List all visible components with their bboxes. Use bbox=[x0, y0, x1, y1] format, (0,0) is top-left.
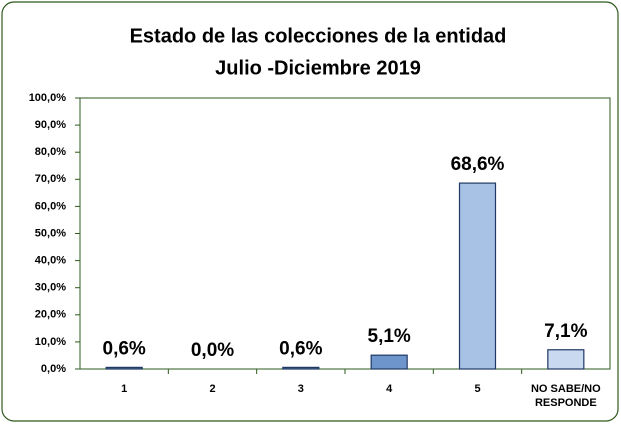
y-tick-label: 10,0% bbox=[35, 336, 66, 348]
x-tick-label: 1 bbox=[121, 383, 128, 395]
y-tick-label: 0,0% bbox=[41, 363, 66, 375]
y-tick-label: 100,0% bbox=[29, 92, 67, 104]
bar bbox=[105, 366, 143, 370]
value-label: 68,6% bbox=[451, 154, 505, 175]
chart-subtitle: Julio -Diciembre 2019 bbox=[215, 57, 421, 79]
value-label: 0,6% bbox=[103, 338, 146, 359]
value-label: 7,1% bbox=[544, 321, 587, 342]
y-tick-label: 80,0% bbox=[35, 146, 66, 158]
y-tick-label: 40,0% bbox=[35, 255, 66, 267]
bar bbox=[458, 182, 497, 370]
value-label: 0,6% bbox=[279, 338, 322, 359]
x-tick-label: 4 bbox=[386, 383, 393, 395]
y-tick-label: 50,0% bbox=[35, 227, 66, 239]
bar bbox=[282, 366, 320, 370]
y-tick-label: 20,0% bbox=[35, 309, 66, 321]
x-tick-label: 3 bbox=[297, 383, 304, 395]
value-label: 5,1% bbox=[368, 326, 411, 347]
chart-title: Estado de las colecciones de la entidad bbox=[130, 25, 507, 47]
bar bbox=[547, 349, 585, 370]
y-tick-label: 60,0% bbox=[35, 200, 66, 212]
y-tick-label: 30,0% bbox=[35, 282, 66, 294]
bar bbox=[370, 354, 408, 370]
x-tick-label: 2 bbox=[209, 383, 216, 395]
value-label: 0,0% bbox=[191, 340, 234, 361]
x-tick-label: 5 bbox=[474, 383, 481, 395]
y-tick-label: 90,0% bbox=[35, 119, 66, 131]
x-tick-label: NO SABE/NO RESPONDE bbox=[530, 383, 601, 409]
y-tick-label: 70,0% bbox=[35, 173, 66, 185]
